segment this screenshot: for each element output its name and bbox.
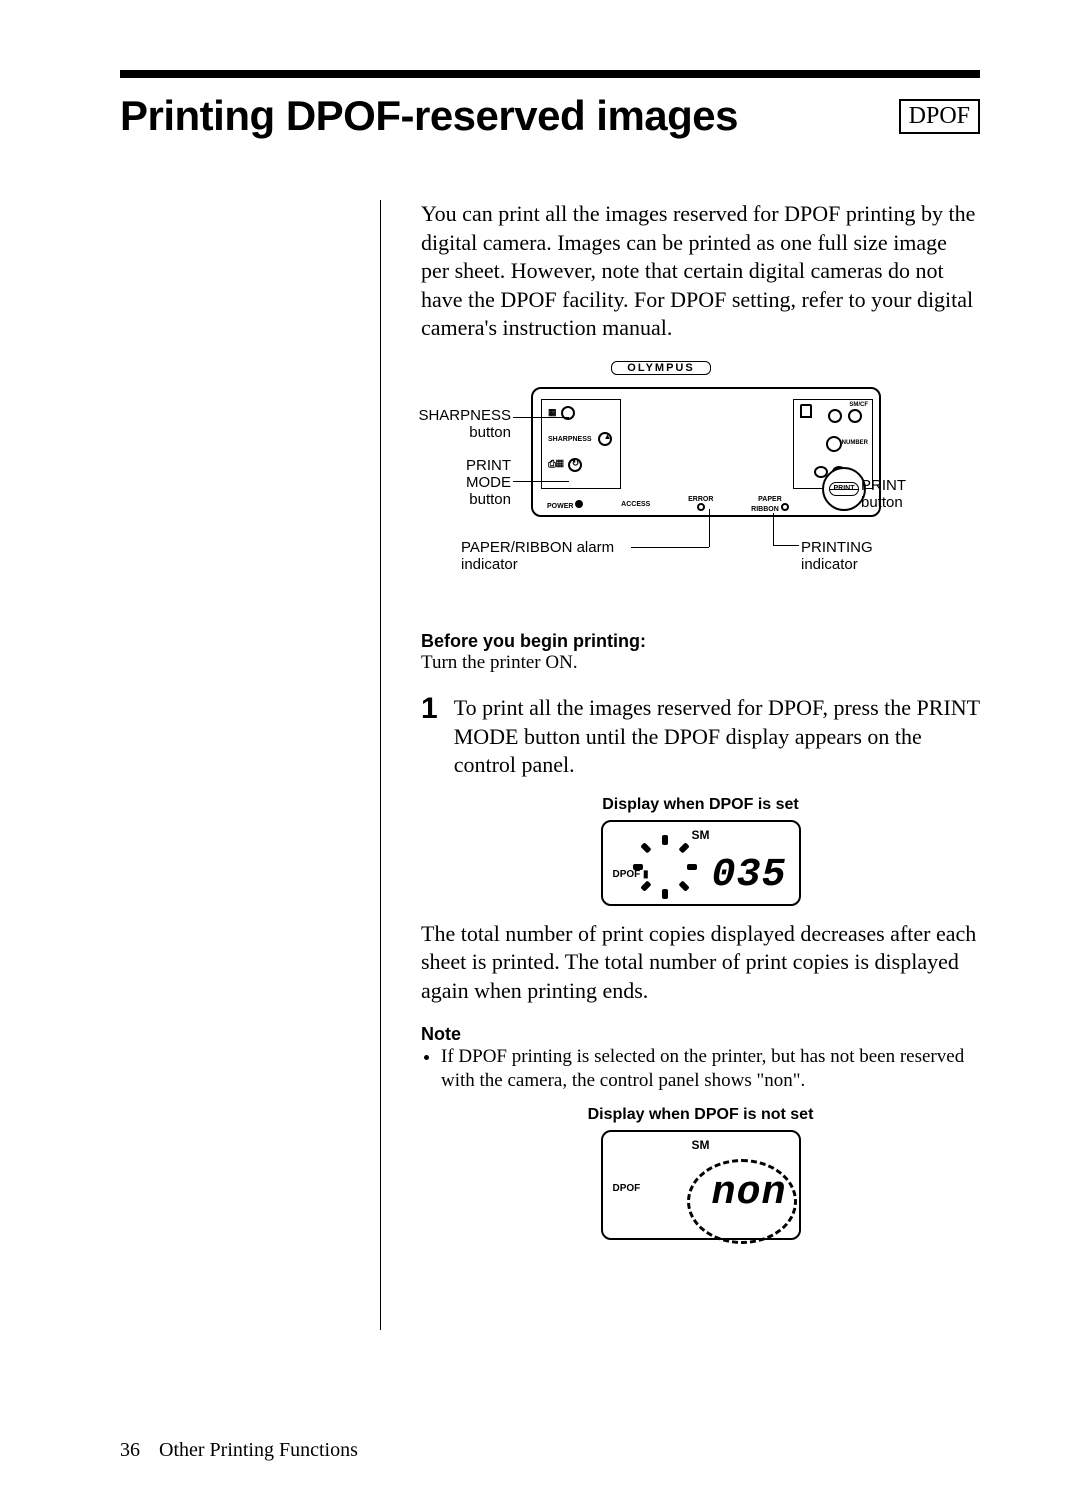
lcd2-value: non [711, 1171, 786, 1216]
lcd1-dpof-label: DPOF ▮ [613, 869, 649, 880]
lcd2-caption: Display when DPOF is not set [421, 1106, 980, 1124]
page-title: Printing DPOF-reserved images [120, 92, 738, 140]
intro-paragraph: You can print all the images reserved fo… [421, 200, 980, 343]
lcd1-value: 035 [711, 853, 786, 898]
dpof-badge: DPOF [899, 99, 980, 134]
lcd1-sm: SM [613, 828, 789, 842]
lcd-dpof-not-set: Display when DPOF is not set SM DPOF non [421, 1106, 980, 1240]
after-paragraph: The total number of print copies display… [421, 920, 980, 1006]
callout-paper-ribbon: PAPER/RIBBON alarm indicator [461, 539, 614, 574]
callout-print-btn: PRINT button [861, 477, 906, 512]
step-1-number: 1 [421, 694, 438, 780]
before-heading: Before you begin printing: [421, 631, 980, 652]
brand-label: OLYMPUS [611, 361, 711, 375]
page-number: 36 [120, 1439, 140, 1461]
note-heading: Note [421, 1024, 980, 1045]
indicator-row: POWER ACCESS ERROR PAPERRIBBON PRINTING [541, 495, 866, 515]
smcf-micro-label: SM/CF [849, 402, 868, 408]
note-bullet: If DPOF printing is selected on the prin… [441, 1045, 980, 1094]
page-footer: 36 Other Printing Functions [120, 1439, 358, 1462]
control-panel-diagram: OLYMPUS ▦ SHARPNESS ▲ ⎙▦↻ SM/CF [401, 361, 921, 601]
spinner-icon [651, 842, 701, 892]
before-text: Turn the printer ON. [421, 652, 980, 674]
callout-sharpness: SHARPNESS button [401, 407, 511, 442]
step-1: 1 To print all the images reserved for D… [421, 694, 980, 780]
header-rule [120, 70, 980, 78]
lcd1-caption: Display when DPOF is set [421, 796, 980, 814]
number-micro-label: NUMBER [842, 440, 868, 446]
sharpness-micro-label: SHARPNESS [548, 436, 592, 443]
step-1-text: To print all the images reserved for DPO… [454, 694, 980, 780]
note-block: Note If DPOF printing is selected on the… [421, 1024, 980, 1094]
callout-print-mode: PRINT MODE button [401, 457, 511, 509]
page-header: Printing DPOF-reserved images DPOF [120, 92, 980, 140]
before-block: Before you begin printing: Turn the prin… [421, 631, 980, 674]
lcd2-frame: SM DPOF non [601, 1130, 801, 1240]
section-name: Other Printing Functions [159, 1439, 358, 1461]
left-button-cluster: ▦ SHARPNESS ▲ ⎙▦↻ [541, 399, 621, 489]
callout-printing: PRINTING indicator [801, 539, 873, 574]
main-content: You can print all the images reserved fo… [380, 200, 980, 1330]
lcd1-frame: SM DPOF ▮ 035 [601, 820, 801, 906]
lcd2-sm: SM [613, 1138, 789, 1152]
lcd-dpof-set: Display when DPOF is set SM DPOF ▮ 035 [421, 796, 980, 906]
lcd2-dpof-label: DPOF [613, 1183, 641, 1194]
